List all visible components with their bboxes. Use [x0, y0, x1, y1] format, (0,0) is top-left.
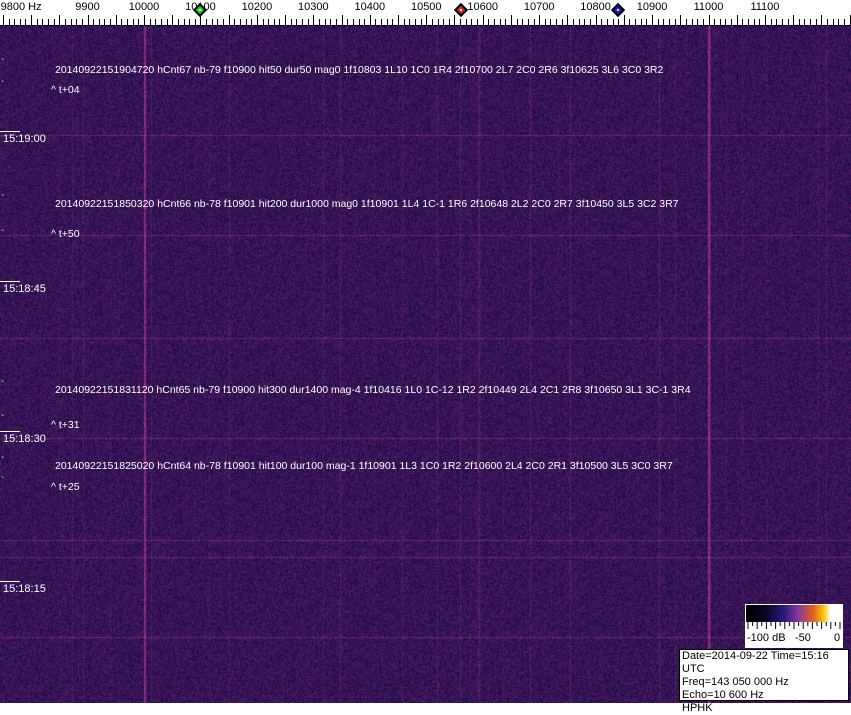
waterfall-spectrogram[interactable]	[0, 26, 851, 703]
time-label: 15:18:45	[3, 283, 46, 295]
info-echo: Echo=10 600 Hz	[682, 689, 764, 701]
detection-text: 20140922151904720 hCnt67 nb-79 f10900 hi…	[55, 64, 664, 76]
freq-label: 10000	[128, 1, 160, 13]
frequency-ticks	[0, 15, 851, 26]
freq-label: 10400	[354, 1, 386, 13]
scale-label-min: -100 dB	[747, 632, 786, 644]
time-tick	[0, 581, 20, 582]
color-gradient	[746, 605, 842, 622]
detection-offset: ^ t+31	[51, 419, 80, 431]
backtick: `	[1, 58, 5, 69]
detection-offset: ^ t+25	[51, 481, 80, 493]
freq-label: 10200	[241, 1, 273, 13]
scale-label-max: 0	[834, 632, 841, 644]
info-station: HPHK	[682, 702, 713, 714]
freq-label: 10700	[523, 1, 555, 13]
backtick: `	[1, 80, 5, 91]
freq-label: 10900	[636, 1, 668, 13]
backtick: `	[1, 476, 5, 487]
freq-label: 9800 Hz	[0, 1, 42, 13]
freq-label: 10600	[467, 1, 498, 13]
time-label: 15:19:00	[3, 133, 46, 145]
backtick: `	[1, 380, 5, 391]
backtick: `	[1, 456, 5, 467]
freq-label: 10300	[298, 1, 329, 13]
freq-label: 11000	[693, 1, 724, 13]
info-box: Date=2014-09-22 Time=15:16 UTC Freq=143 …	[679, 649, 849, 714]
time-label: 15:18:15	[3, 583, 46, 595]
detection-offset: ^ t+04	[51, 84, 80, 96]
freq-label: 9900	[75, 1, 100, 13]
info-frequency: Freq=143 050 000 Hz	[682, 676, 789, 688]
detection-offset: ^ t+50	[51, 228, 80, 240]
time-tick	[0, 131, 20, 132]
backtick: `	[1, 194, 5, 205]
color-scale-legend: -100 dB -50 0	[745, 604, 843, 648]
time-tick	[0, 281, 20, 282]
backtick: `	[1, 229, 5, 240]
color-scale-ticks	[747, 622, 841, 629]
scale-label-mid: -50	[795, 632, 811, 644]
detection-text: 20140922151850320 hCnt66 nb-78 f10901 hi…	[55, 198, 679, 210]
frequency-axis: 9800 Hz990010000101001020010300104001050…	[0, 0, 851, 26]
freq-label: 11100	[750, 1, 780, 13]
time-label: 15:18:30	[3, 433, 46, 445]
time-tick	[0, 431, 20, 432]
info-date-time: Date=2014-09-22 Time=15:16 UTC	[682, 650, 829, 675]
backtick: `	[1, 414, 5, 425]
detection-text: 20140922151825020 hCnt64 nb-78 f10901 hi…	[55, 460, 673, 472]
freq-label: 10500	[410, 1, 442, 13]
detection-text: 20140922151831120 hCnt65 nb-79 f10900 hi…	[55, 384, 691, 396]
freq-label: 10800	[580, 1, 611, 13]
